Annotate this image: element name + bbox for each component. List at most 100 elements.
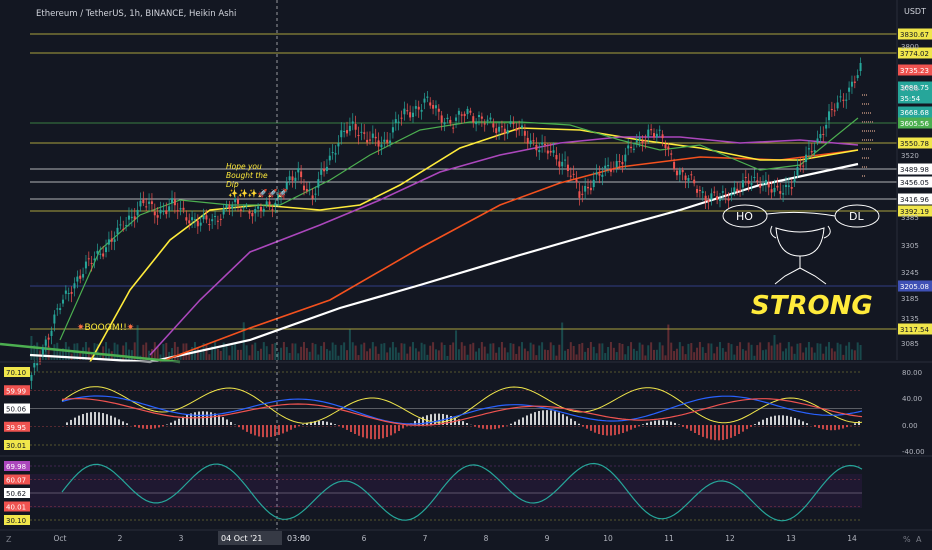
osc-hist <box>114 417 116 425</box>
osc-hist <box>310 421 312 425</box>
osc-hist <box>214 413 216 425</box>
candle-body <box>492 123 495 128</box>
osc-hist <box>750 425 752 427</box>
volume-bar <box>684 354 687 360</box>
volume-bar <box>168 351 171 360</box>
candle-body <box>199 222 202 226</box>
osc-hist <box>70 419 72 425</box>
volume-bar <box>236 349 240 360</box>
price-label-bg <box>898 81 932 93</box>
osc-label-bg <box>4 403 30 414</box>
osc-hist <box>746 425 748 430</box>
x-tick-label: 3 <box>179 534 184 543</box>
candle-body <box>575 179 578 183</box>
candle-body <box>191 217 194 221</box>
candle-body <box>833 110 836 112</box>
candle-body <box>535 144 538 151</box>
osc-hist <box>838 425 840 430</box>
osc-hist <box>694 425 696 433</box>
candle-body <box>53 314 56 324</box>
volume-bar <box>443 344 446 360</box>
volume-bar <box>432 342 435 360</box>
y-tick-label: 3305 <box>901 242 919 250</box>
osc-hist <box>614 425 616 436</box>
osc-hist <box>186 414 188 425</box>
volume-bar <box>627 346 630 360</box>
candle-body <box>44 339 47 346</box>
candle-body <box>432 105 435 109</box>
x-tick-label: 5 <box>301 534 306 543</box>
volume-bar <box>830 348 833 360</box>
volume-bar <box>325 349 328 360</box>
candle-body <box>592 179 595 188</box>
osc-hist <box>102 413 104 425</box>
candle-body <box>73 283 76 289</box>
osc-label-bg <box>4 515 30 525</box>
x-tick-label: Oct <box>54 534 67 543</box>
volume-bar <box>291 343 294 360</box>
osc-hist <box>126 423 128 425</box>
candle-body <box>828 111 831 121</box>
candle-body <box>469 110 472 113</box>
candle-body <box>374 136 377 139</box>
volume-bar <box>762 350 765 360</box>
crosshair-time: 03:00 <box>287 534 310 543</box>
candle-body <box>325 166 328 172</box>
candle-body <box>457 110 460 115</box>
volume-bar <box>500 342 503 360</box>
candle-body <box>581 193 584 195</box>
osc-hist <box>262 425 264 438</box>
candle-body <box>684 175 687 180</box>
osc-hist <box>266 425 268 438</box>
ma-line <box>89 127 859 363</box>
osc-hist <box>294 425 296 428</box>
zoom-icon[interactable]: Z <box>6 535 12 544</box>
osc-hist <box>174 420 176 425</box>
log-icon[interactable]: A <box>916 535 922 544</box>
toolbar-icons[interactable]: Z % A <box>6 535 922 544</box>
osc-hist <box>702 425 704 437</box>
volume-bar <box>819 343 822 360</box>
osc-hist <box>74 417 76 425</box>
osc-hist <box>82 414 84 425</box>
candle-body <box>495 128 498 133</box>
osc-hist <box>522 417 524 425</box>
boom-annotation: ✷BOOOM!!✷ <box>77 323 135 333</box>
hope-line-3: Dip <box>226 180 239 189</box>
osc-line-red <box>61 397 863 426</box>
candle-body <box>543 143 546 145</box>
osc-hist <box>78 415 80 425</box>
osc-hist <box>402 425 404 429</box>
osc-hist <box>154 425 156 429</box>
candle-body <box>50 330 53 336</box>
candle-body <box>222 208 225 215</box>
volume-bar <box>343 342 346 360</box>
candle-body <box>805 154 808 162</box>
osc-hist <box>206 411 208 425</box>
volume-bar <box>793 353 796 360</box>
osc-hist <box>770 416 772 425</box>
x-tick-label: 13 <box>786 534 796 543</box>
percent-icon[interactable]: % <box>903 535 911 544</box>
price-label-bg <box>898 28 932 40</box>
candle-body <box>409 112 412 118</box>
volume-bar <box>678 342 681 360</box>
osc-hist <box>342 425 344 428</box>
candle-body <box>509 121 512 125</box>
candle-body <box>853 81 856 83</box>
volume-bar <box>231 345 234 360</box>
volume-bar <box>125 342 128 360</box>
candle-body <box>845 99 848 101</box>
candle-body <box>460 114 463 116</box>
volume-bar <box>810 347 813 360</box>
candle-body <box>236 199 240 204</box>
y-tick-label: 3800 <box>901 43 919 51</box>
candle-body <box>770 189 773 193</box>
volume-bar <box>302 342 305 360</box>
osc-hist <box>194 412 196 425</box>
volume-bar <box>460 342 463 360</box>
osc-label: 30.10 <box>6 517 26 525</box>
candle-body <box>762 183 765 185</box>
volume-bar <box>417 351 420 360</box>
